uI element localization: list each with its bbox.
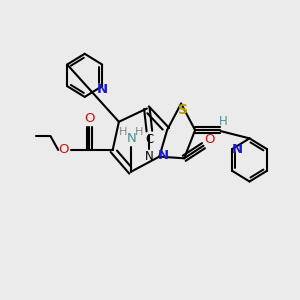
Text: C: C: [145, 133, 154, 146]
Text: H: H: [219, 115, 227, 128]
Text: O: O: [84, 112, 94, 124]
Text: N: N: [232, 143, 243, 156]
Text: O: O: [205, 133, 215, 146]
Text: H: H: [119, 127, 128, 137]
Text: O: O: [58, 142, 69, 155]
Text: N: N: [97, 83, 108, 96]
Text: N: N: [158, 149, 169, 163]
Text: H: H: [135, 127, 143, 137]
Text: S: S: [178, 103, 188, 116]
Text: N: N: [145, 150, 154, 163]
Text: N: N: [127, 132, 136, 145]
